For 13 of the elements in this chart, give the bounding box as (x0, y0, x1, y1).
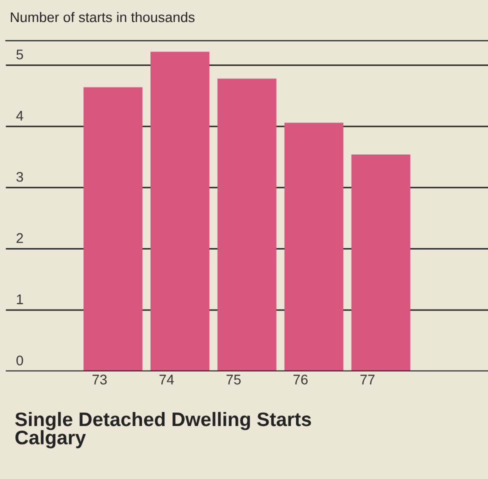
x-tick-label: 74 (160, 374, 174, 384)
x-tick-label: 77 (360, 374, 374, 384)
x-tick-label: 73 (92, 374, 107, 384)
x-tick-label: 75 (226, 374, 241, 384)
y-tick-label: 5 (16, 50, 24, 60)
text: Single Detached Dwelling Starts Calgary (15, 412, 311, 448)
y-tick-label: 0 (16, 356, 24, 366)
y-tick-label: 3 (16, 172, 24, 182)
y-tick-label: 2 (16, 233, 23, 243)
y-tick-label: 4 (16, 110, 24, 120)
y-tick-label: 1 (16, 294, 23, 304)
y-axis-title: Number of starts in thousands (10, 12, 195, 22)
x-tick-label: 76 (293, 374, 308, 384)
